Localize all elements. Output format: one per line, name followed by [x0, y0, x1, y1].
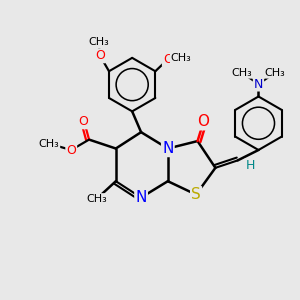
Text: CH₃: CH₃: [265, 68, 285, 78]
Text: N: N: [254, 77, 263, 91]
Text: O: O: [78, 115, 88, 128]
Text: O: O: [163, 53, 173, 66]
Text: CH₃: CH₃: [232, 68, 253, 78]
Text: CH₃: CH₃: [171, 53, 192, 63]
Text: O: O: [197, 114, 209, 129]
Text: S: S: [191, 187, 201, 202]
Text: O: O: [66, 143, 76, 157]
Text: N: N: [162, 141, 173, 156]
Text: CH₃: CH₃: [39, 139, 59, 149]
Text: H: H: [245, 159, 255, 172]
Text: N: N: [135, 190, 147, 205]
Text: O: O: [95, 49, 105, 62]
Text: CH₃: CH₃: [88, 38, 109, 47]
Text: CH₃: CH₃: [86, 194, 107, 204]
